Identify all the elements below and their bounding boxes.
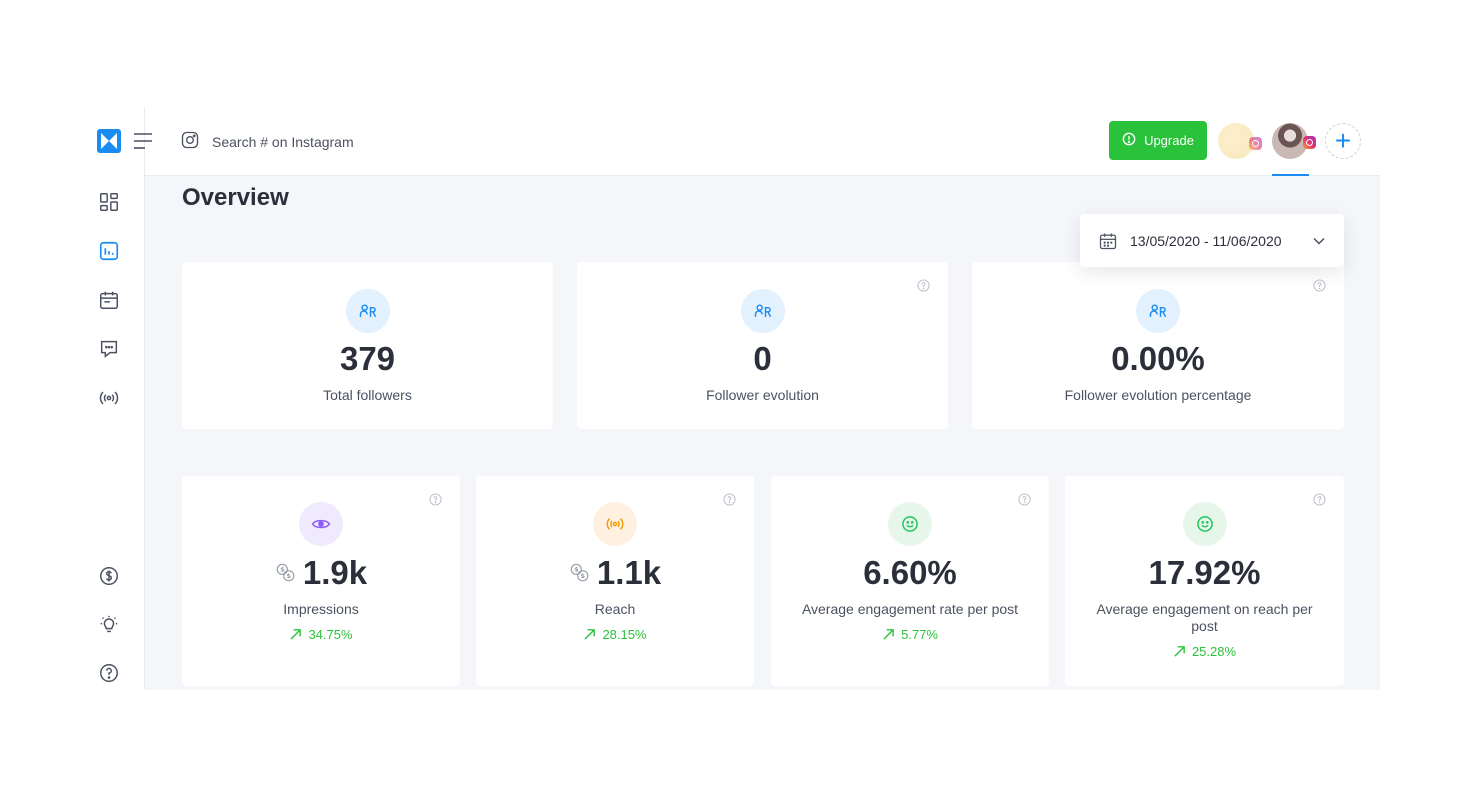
- followers-icon: [1136, 289, 1180, 333]
- stat-card-avg-engagement-on-reach: 17.92% Average engagement on reach per p…: [1065, 476, 1344, 686]
- stat-label: Follower evolution: [706, 387, 819, 403]
- stat-value-row: $ $ 1.9k: [182, 554, 460, 592]
- stat-value: 379: [339, 340, 396, 377]
- stat-value: 0: [753, 340, 772, 377]
- trend-value: 34.75%: [308, 627, 353, 642]
- trend-indicator: 28.15%: [476, 627, 754, 642]
- active-account-indicator: [1272, 174, 1309, 176]
- info-icon[interactable]: [1313, 279, 1326, 292]
- eye-icon: [299, 502, 343, 546]
- app-window: Search # on Instagram Upgrade + Overview…: [85, 108, 1380, 690]
- trend-indicator: 34.75%: [182, 627, 460, 642]
- trend-up-icon: [584, 629, 596, 640]
- upgrade-button[interactable]: Upgrade: [1109, 121, 1207, 160]
- instagram-icon: [180, 130, 200, 153]
- stat-card-follower-evolution: 0 Follower evolution: [577, 262, 948, 429]
- trend-up-icon: [883, 629, 894, 640]
- account-avatar-1[interactable]: [1218, 123, 1254, 159]
- smile-icon: [1182, 502, 1227, 546]
- calendar-icon: [1098, 231, 1118, 251]
- info-icon[interactable]: [1313, 493, 1326, 506]
- instagram-badge-icon: [1303, 136, 1316, 149]
- stat-label: Total followers: [323, 387, 412, 403]
- broadcast-icon: [593, 502, 637, 546]
- info-icon[interactable]: [917, 279, 930, 292]
- date-range-picker[interactable]: 13/05/2020 - 11/06/2020: [1080, 214, 1344, 267]
- help-icon[interactable]: [97, 661, 121, 685]
- top-bar: Search # on Instagram Upgrade +: [134, 108, 1380, 176]
- idea-icon[interactable]: [97, 613, 121, 637]
- hashtag-search[interactable]: Search # on Instagram: [180, 130, 354, 153]
- trend-value: 5.77%: [901, 627, 938, 642]
- svg-text:$: $: [286, 572, 291, 580]
- stat-value: 1.1k: [596, 554, 662, 591]
- stat-label: Reach: [594, 601, 636, 617]
- calendar-icon[interactable]: [97, 288, 121, 312]
- analytics-icon[interactable]: [97, 239, 121, 263]
- inbox-icon[interactable]: [97, 337, 121, 361]
- stat-card-reach: $ $ 1.1k Reach 28.15%: [476, 476, 754, 686]
- date-range-value: 13/05/2020 - 11/06/2020: [1130, 232, 1282, 249]
- stat-value: 17.92%: [1148, 554, 1261, 591]
- trend-value: 25.28%: [1191, 644, 1237, 659]
- followers-icon: [345, 289, 390, 333]
- trend-indicator: 5.77%: [771, 627, 1049, 642]
- stat-card-impressions: $ $ 1.9k Impressions 34.75%: [182, 476, 460, 686]
- instagram-badge-icon: [1249, 137, 1262, 150]
- add-account-button[interactable]: +: [1325, 123, 1361, 159]
- paid-coins-icon: $ $: [569, 562, 591, 584]
- stat-card-avg-engagement-rate: 6.60% Average engagement rate per post 5…: [771, 476, 1049, 686]
- stat-card-total-followers: 379 Total followers: [182, 262, 553, 429]
- svg-text:$: $: [280, 566, 285, 574]
- stat-value: 6.60%: [863, 554, 957, 591]
- stat-card-follower-evolution-percentage: 0.00% Follower evolution percentage: [972, 262, 1344, 429]
- smile-icon: [888, 502, 932, 546]
- upgrade-label: Upgrade: [1144, 133, 1194, 148]
- followers-icon: [740, 289, 785, 333]
- stat-label: Follower evolution percentage: [1064, 387, 1252, 403]
- svg-text:$: $: [574, 566, 579, 574]
- search-placeholder: Search # on Instagram: [212, 133, 354, 150]
- svg-text:$: $: [580, 572, 585, 580]
- stat-value-row: $ $ 1.1k: [476, 554, 754, 592]
- upgrade-icon: [1122, 132, 1136, 149]
- app-logo-icon[interactable]: [97, 129, 121, 153]
- page-title: Overview: [182, 184, 289, 211]
- info-icon[interactable]: [1018, 493, 1031, 506]
- listening-icon[interactable]: [97, 386, 121, 410]
- stat-value: 1.9k: [302, 554, 368, 591]
- trend-up-icon: [290, 629, 302, 640]
- main-content: Overview 379 Total followers 0 Follower …: [145, 176, 1380, 690]
- chevron-down-icon: [1312, 234, 1326, 248]
- stat-label: Impressions: [283, 601, 359, 617]
- trend-value: 28.15%: [602, 627, 647, 642]
- trend-up-icon: [1174, 646, 1185, 657]
- pricing-icon[interactable]: [97, 564, 121, 588]
- sidebar: [85, 108, 145, 690]
- info-icon[interactable]: [723, 493, 736, 506]
- paid-coins-icon: $ $: [275, 562, 297, 584]
- stat-label: Average engagement on reach per post: [1096, 601, 1313, 634]
- stat-value: 0.00%: [1111, 340, 1205, 377]
- dashboard-icon[interactable]: [97, 190, 121, 214]
- menu-icon[interactable]: [133, 132, 153, 150]
- stat-label: Average engagement rate per post: [801, 601, 1019, 617]
- trend-indicator: 25.28%: [1065, 644, 1344, 659]
- account-avatar-2[interactable]: [1272, 123, 1308, 159]
- info-icon[interactable]: [429, 493, 442, 506]
